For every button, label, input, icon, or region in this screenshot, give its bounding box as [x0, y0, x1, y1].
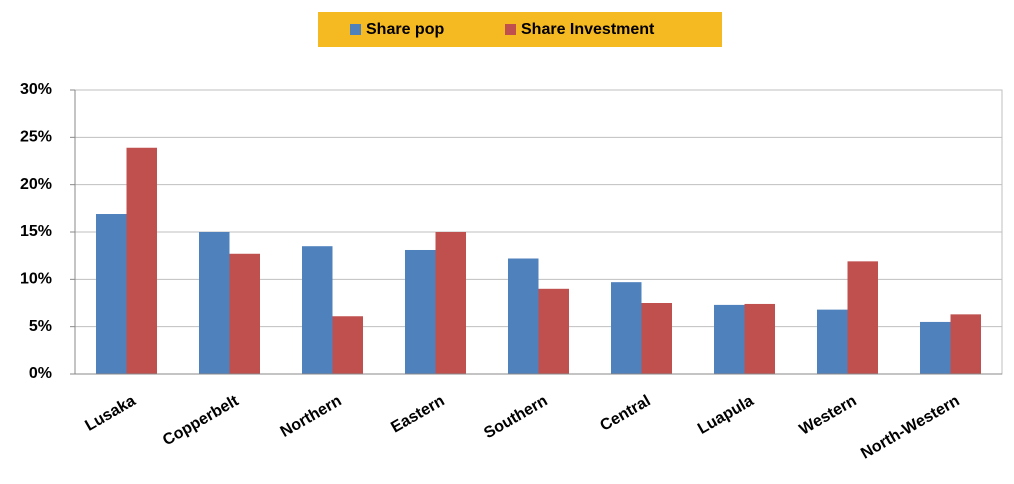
legend-swatch: [505, 24, 516, 35]
legend-label: Share pop: [366, 21, 444, 38]
bar: [817, 309, 848, 374]
y-tick-label: 25%: [20, 129, 52, 146]
bar: [950, 314, 981, 374]
bar: [435, 232, 466, 374]
x-tick-label: Western: [797, 392, 860, 438]
bar: [611, 282, 642, 374]
y-tick-label: 30%: [20, 81, 52, 98]
bar: [96, 214, 127, 374]
bar: [126, 147, 157, 374]
bar: [714, 304, 745, 374]
x-tick-label: Lusaka: [82, 392, 138, 434]
x-tick-label: Northern: [278, 392, 345, 441]
bar: [302, 246, 333, 374]
bar: [538, 288, 569, 374]
bar: [405, 249, 436, 374]
x-tick-label: Copperbelt: [160, 392, 242, 449]
bar: [199, 232, 230, 374]
x-tick-label: North-Western: [858, 392, 962, 462]
x-tick-label: Southern: [481, 392, 550, 442]
x-tick-label: Central: [597, 392, 653, 434]
x-tick-label: Eastern: [388, 392, 447, 436]
y-tick-label: 0%: [29, 365, 52, 382]
bar: [641, 303, 672, 374]
legend-label: Share Investment: [521, 21, 655, 38]
bar: [229, 253, 260, 374]
y-tick-label: 20%: [20, 176, 52, 193]
x-tick-label: Luapula: [695, 392, 757, 437]
y-tick-label: 10%: [20, 271, 52, 288]
bar: [744, 303, 775, 374]
bar: [920, 321, 951, 374]
legend-swatch: [350, 24, 361, 35]
bar: [847, 261, 878, 374]
bar: [508, 258, 539, 374]
bar: [332, 316, 363, 374]
y-tick-label: 5%: [29, 318, 52, 335]
y-tick-label: 15%: [20, 223, 52, 240]
legend-box: [318, 12, 722, 47]
